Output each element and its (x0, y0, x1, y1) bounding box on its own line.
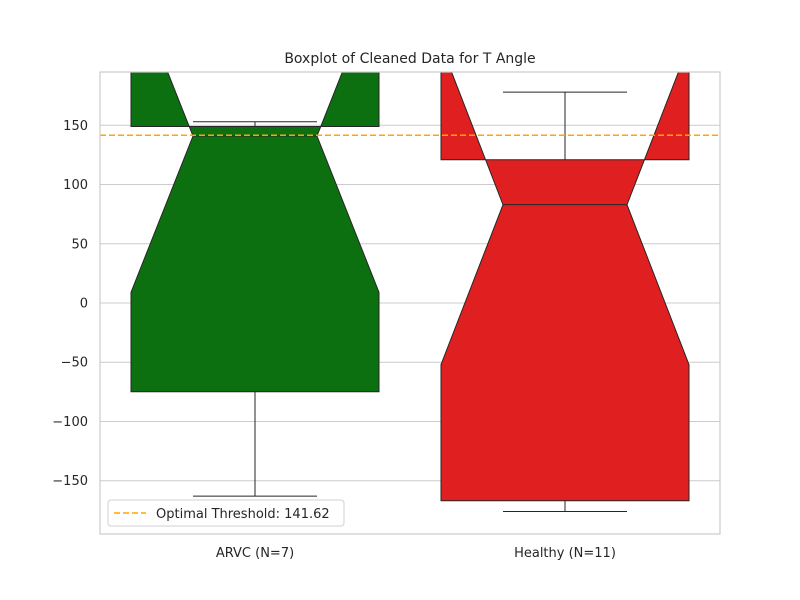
legend-threshold-label: Optimal Threshold: 141.62 (156, 507, 330, 522)
y-tick-label: 150 (63, 119, 88, 134)
y-tick-label: 100 (63, 178, 88, 193)
y-tick-labels: −150 −100 −50 0 50 100 150 (52, 119, 88, 489)
y-tick-label: 50 (71, 237, 88, 252)
y-tick-label: −150 (52, 474, 88, 489)
legend: Optimal Threshold: 141.62 (108, 500, 344, 526)
y-tick-label: −100 (52, 415, 88, 430)
y-tick-label: −50 (61, 356, 88, 371)
x-tick-label: Healthy (N=11) (514, 546, 616, 561)
x-tick-labels: ARVC (N=7) Healthy (N=11) (216, 546, 616, 561)
x-tick-label: ARVC (N=7) (216, 546, 294, 561)
chart-title: Boxplot of Cleaned Data for T Angle (284, 51, 535, 67)
y-tick-label: 0 (80, 297, 88, 312)
